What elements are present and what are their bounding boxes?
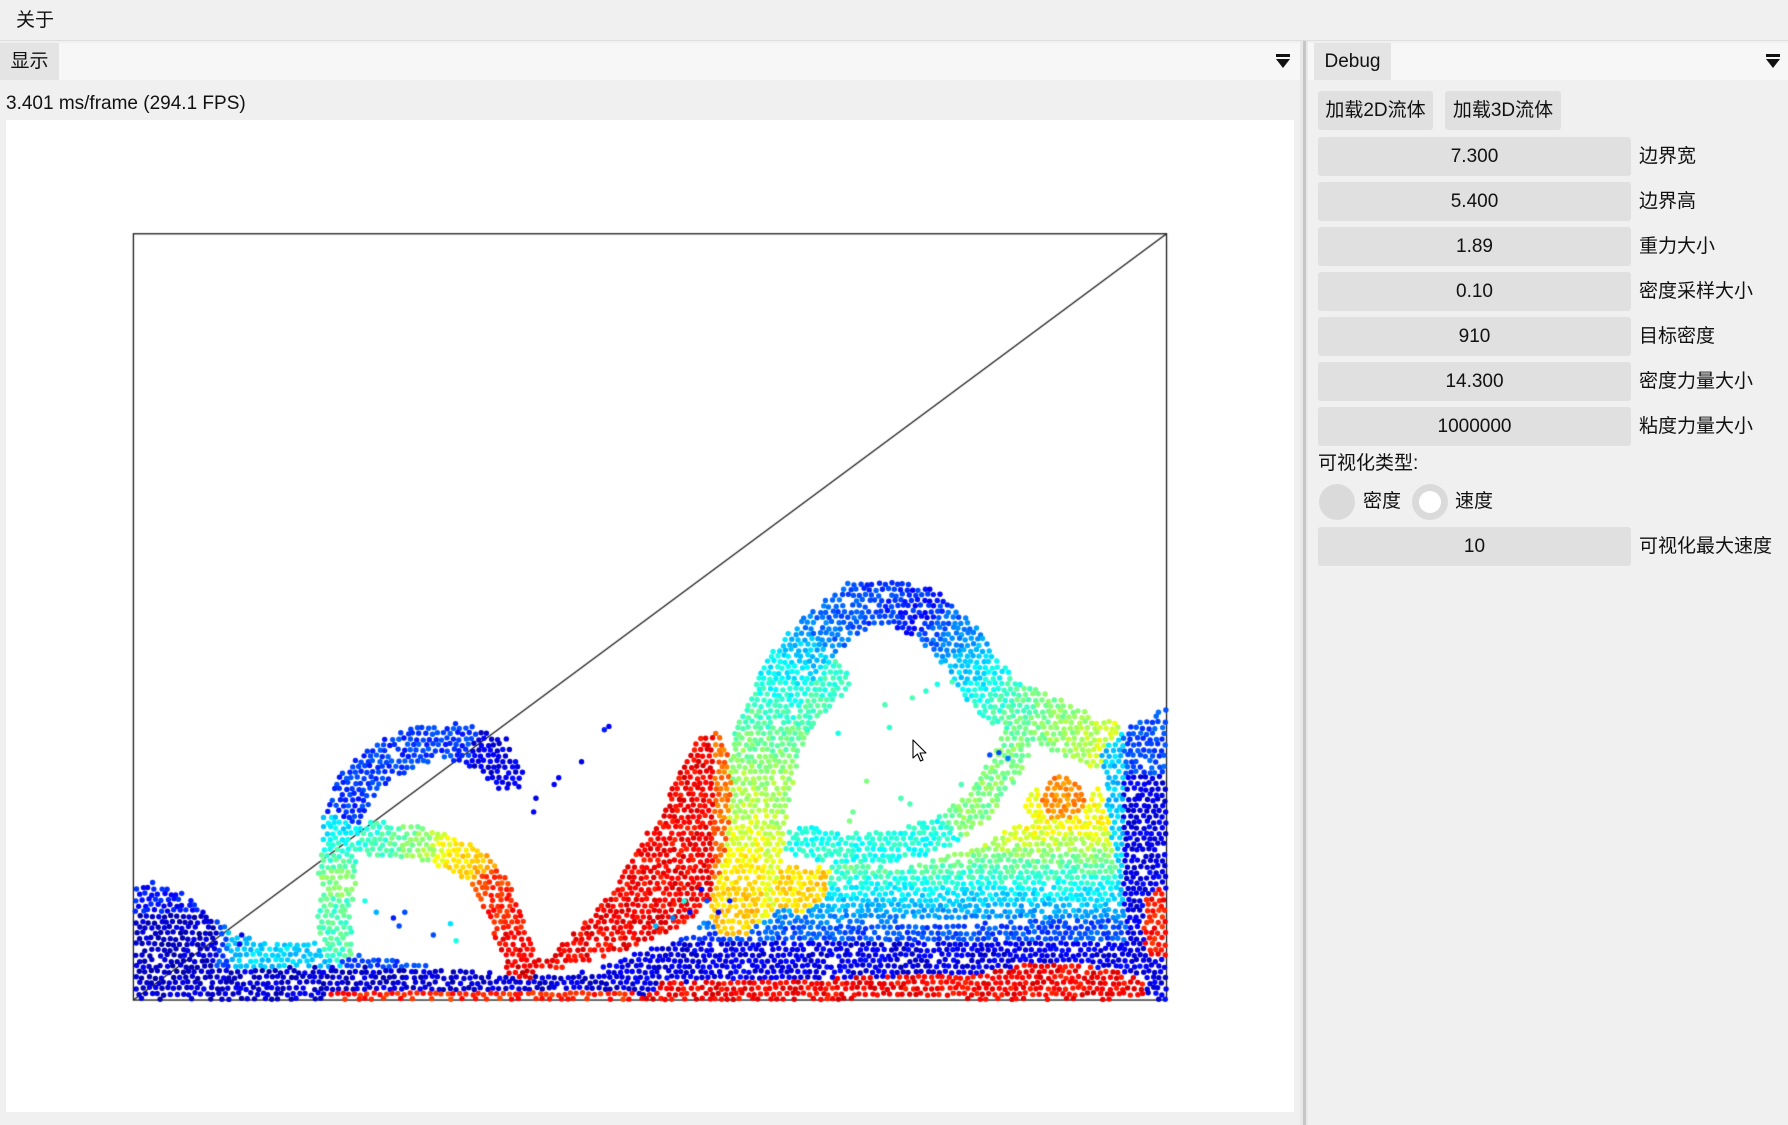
caret-down-bar-icon[interactable] — [1275, 54, 1291, 70]
viscosity-force-label: 粘度力量大小 — [1639, 416, 1754, 437]
density-sample-size-label: 密度采样大小 — [1639, 281, 1754, 302]
density-force-slider[interactable]: 14.300 — [1318, 362, 1631, 401]
fluid-simulation-canvas[interactable] — [6, 120, 1294, 1112]
viscosity-force-slider[interactable]: 1000000 — [1318, 407, 1631, 446]
debug-window-tab[interactable]: Debug — [1314, 43, 1391, 80]
target-density-slider[interactable]: 910 — [1318, 317, 1631, 356]
radio-velocity-label[interactable]: 速度 — [1455, 491, 1494, 512]
target-density-label: 目标密度 — [1639, 326, 1716, 347]
boundary-width-slider[interactable]: 7.300 — [1318, 137, 1631, 176]
panel-splitter[interactable] — [1300, 41, 1308, 1125]
radio-velocity[interactable] — [1412, 484, 1448, 520]
simulation-viewport[interactable] — [6, 120, 1294, 1112]
density-force-label: 密度力量大小 — [1639, 371, 1754, 392]
mouse-pointer-icon — [912, 739, 927, 762]
caret-down-bar-icon[interactable] — [1765, 54, 1781, 70]
load-3d-fluid-button[interactable]: 加载3D流体 — [1445, 91, 1561, 130]
boundary-width-label: 边界宽 — [1639, 146, 1697, 167]
visualization-type-label: 可视化类型: — [1318, 453, 1419, 474]
gravity-label: 重力大小 — [1639, 236, 1716, 257]
display-window-tab[interactable]: 显示 — [0, 43, 59, 80]
density-sample-size-slider[interactable]: 0.10 — [1318, 272, 1631, 311]
display-window-titlebar[interactable]: 显示 — [0, 43, 1300, 80]
boundary-height-label: 边界高 — [1639, 191, 1697, 212]
frame-time-readout: 3.401 ms/frame (294.1 FPS) — [6, 93, 246, 114]
debug-window — [1308, 41, 1788, 1125]
debug-window-titlebar[interactable]: Debug — [1308, 43, 1788, 80]
menu-item-about[interactable]: 关于 — [16, 10, 55, 31]
boundary-height-slider[interactable]: 5.400 — [1318, 182, 1631, 221]
gravity-slider[interactable]: 1.89 — [1318, 227, 1631, 266]
menu-bar: 关于 — [0, 0, 1788, 41]
max-speed-slider[interactable]: 10 — [1318, 527, 1631, 566]
max-speed-label: 可视化最大速度 — [1639, 536, 1773, 557]
radio-density-label[interactable]: 密度 — [1363, 491, 1402, 512]
radio-density[interactable] — [1319, 484, 1355, 520]
load-2d-fluid-button[interactable]: 加载2D流体 — [1318, 91, 1433, 130]
